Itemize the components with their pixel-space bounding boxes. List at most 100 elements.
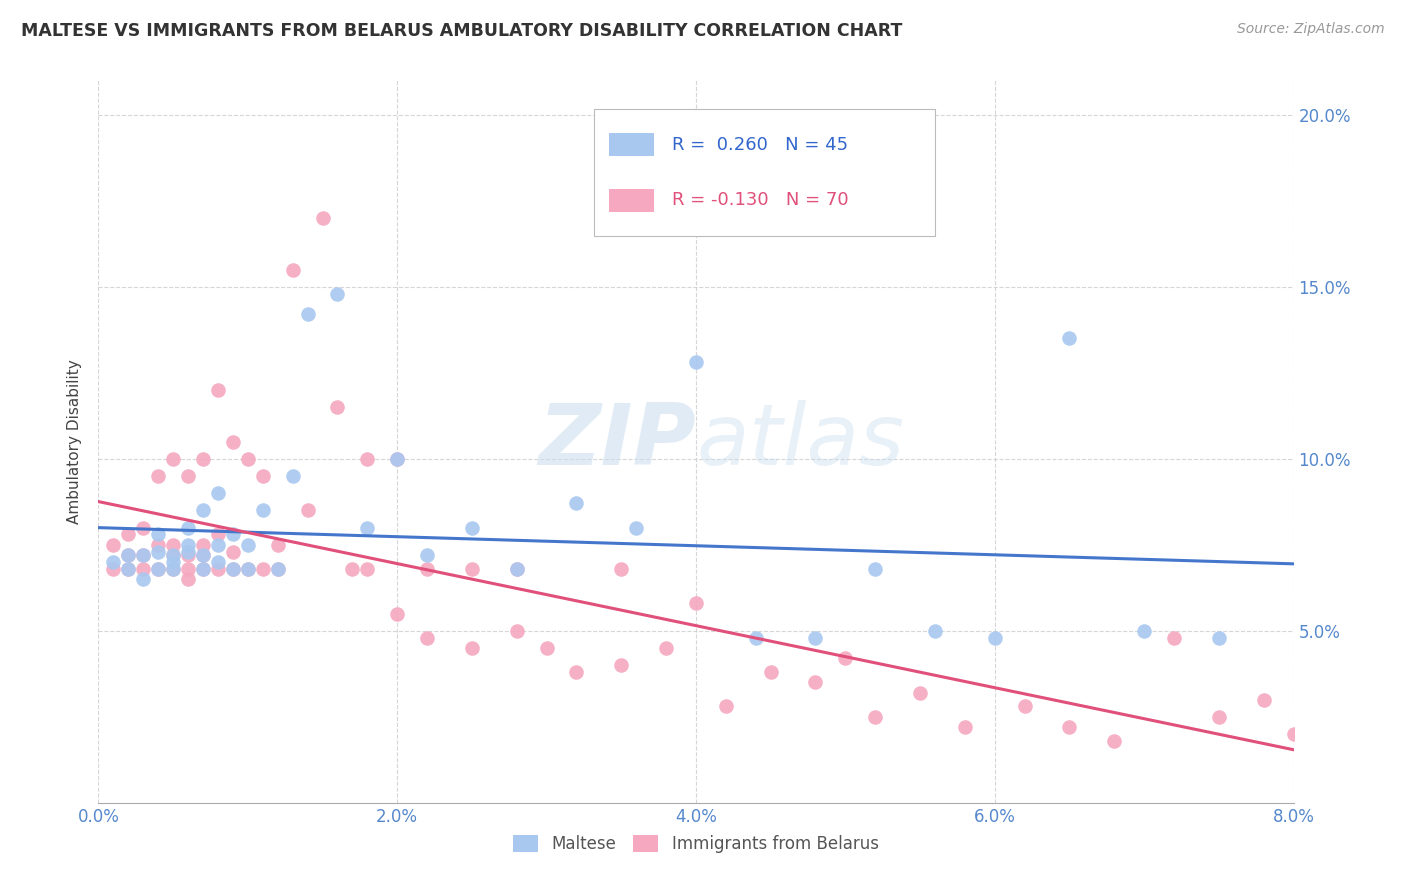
Point bbox=[326, 400, 349, 414]
Point bbox=[804, 631, 827, 645]
Point bbox=[207, 527, 229, 541]
Point bbox=[865, 562, 887, 576]
Point bbox=[207, 538, 229, 552]
Point bbox=[506, 624, 529, 638]
Point bbox=[536, 640, 558, 655]
Point bbox=[177, 544, 200, 558]
Point bbox=[385, 451, 409, 466]
Point bbox=[626, 520, 648, 534]
Point bbox=[162, 555, 184, 569]
Legend: Maltese, Immigrants from Belarus: Maltese, Immigrants from Belarus bbox=[506, 828, 886, 860]
Point bbox=[252, 503, 274, 517]
Point bbox=[908, 686, 931, 700]
Point bbox=[177, 548, 200, 562]
Point bbox=[1282, 727, 1305, 741]
Point bbox=[162, 538, 184, 552]
Point bbox=[117, 548, 139, 562]
Point bbox=[222, 527, 245, 541]
Point bbox=[461, 520, 484, 534]
Point bbox=[281, 262, 304, 277]
Point bbox=[191, 548, 214, 562]
Point bbox=[103, 562, 125, 576]
Point bbox=[565, 665, 588, 679]
Text: R =  0.260   N = 45: R = 0.260 N = 45 bbox=[672, 136, 848, 153]
Point bbox=[326, 286, 349, 301]
Point bbox=[655, 640, 678, 655]
Point bbox=[162, 451, 184, 466]
Point bbox=[132, 548, 155, 562]
Point bbox=[1163, 631, 1185, 645]
Point bbox=[177, 572, 200, 586]
Point bbox=[385, 451, 409, 466]
Point bbox=[385, 607, 409, 621]
Point bbox=[281, 469, 304, 483]
Point bbox=[132, 572, 155, 586]
Point bbox=[103, 555, 125, 569]
Point bbox=[148, 562, 170, 576]
Point bbox=[222, 562, 245, 576]
Point bbox=[117, 548, 139, 562]
Point bbox=[207, 562, 229, 576]
Point bbox=[132, 562, 155, 576]
Point bbox=[1014, 699, 1036, 714]
Bar bbox=[609, 189, 654, 211]
Point bbox=[236, 538, 259, 552]
Point bbox=[342, 562, 364, 576]
Point bbox=[148, 527, 170, 541]
Point bbox=[267, 562, 290, 576]
Text: Source: ZipAtlas.com: Source: ZipAtlas.com bbox=[1237, 22, 1385, 37]
Point bbox=[177, 538, 200, 552]
Text: MALTESE VS IMMIGRANTS FROM BELARUS AMBULATORY DISABILITY CORRELATION CHART: MALTESE VS IMMIGRANTS FROM BELARUS AMBUL… bbox=[21, 22, 903, 40]
Point bbox=[252, 469, 274, 483]
Point bbox=[685, 596, 707, 610]
Point bbox=[416, 548, 439, 562]
Point bbox=[984, 631, 1007, 645]
Point bbox=[297, 307, 319, 321]
Point bbox=[177, 562, 200, 576]
Point bbox=[148, 469, 170, 483]
Point bbox=[804, 675, 827, 690]
Point bbox=[117, 527, 139, 541]
Point bbox=[207, 486, 229, 500]
Point bbox=[162, 548, 184, 562]
Point bbox=[685, 355, 707, 369]
Point bbox=[953, 720, 976, 734]
Point bbox=[103, 538, 125, 552]
Point bbox=[356, 520, 378, 534]
Point bbox=[191, 548, 214, 562]
Point bbox=[416, 631, 439, 645]
Point bbox=[1253, 692, 1275, 706]
Point bbox=[162, 562, 184, 576]
Point bbox=[1059, 331, 1081, 345]
Point bbox=[236, 451, 259, 466]
Y-axis label: Ambulatory Disability: Ambulatory Disability bbox=[67, 359, 83, 524]
Point bbox=[191, 451, 214, 466]
Point bbox=[207, 555, 229, 569]
Text: R = -0.130   N = 70: R = -0.130 N = 70 bbox=[672, 191, 849, 210]
Point bbox=[148, 562, 170, 576]
Point bbox=[267, 562, 290, 576]
Point bbox=[162, 548, 184, 562]
Point bbox=[461, 562, 484, 576]
Point bbox=[148, 544, 170, 558]
Point bbox=[148, 538, 170, 552]
Point bbox=[311, 211, 333, 225]
Point bbox=[177, 469, 200, 483]
Point bbox=[356, 451, 378, 466]
Point bbox=[207, 383, 229, 397]
Point bbox=[610, 562, 633, 576]
Point bbox=[356, 562, 378, 576]
FancyBboxPatch shape bbox=[595, 109, 935, 235]
Text: ZIP: ZIP bbox=[538, 400, 696, 483]
Point bbox=[461, 640, 484, 655]
Bar bbox=[609, 133, 654, 156]
Point bbox=[252, 562, 274, 576]
Point bbox=[565, 496, 588, 510]
Point bbox=[759, 665, 782, 679]
Point bbox=[1208, 631, 1230, 645]
Point bbox=[610, 658, 633, 673]
Point bbox=[1059, 720, 1081, 734]
Point bbox=[132, 520, 155, 534]
Point bbox=[117, 562, 139, 576]
Point bbox=[117, 562, 139, 576]
